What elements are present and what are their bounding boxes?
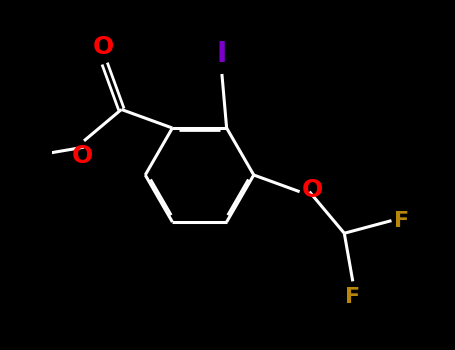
Text: O: O xyxy=(92,35,114,60)
Text: F: F xyxy=(345,287,360,307)
Text: F: F xyxy=(394,211,410,231)
Text: I: I xyxy=(217,40,227,68)
Text: O: O xyxy=(71,144,93,168)
Text: O: O xyxy=(301,178,323,202)
